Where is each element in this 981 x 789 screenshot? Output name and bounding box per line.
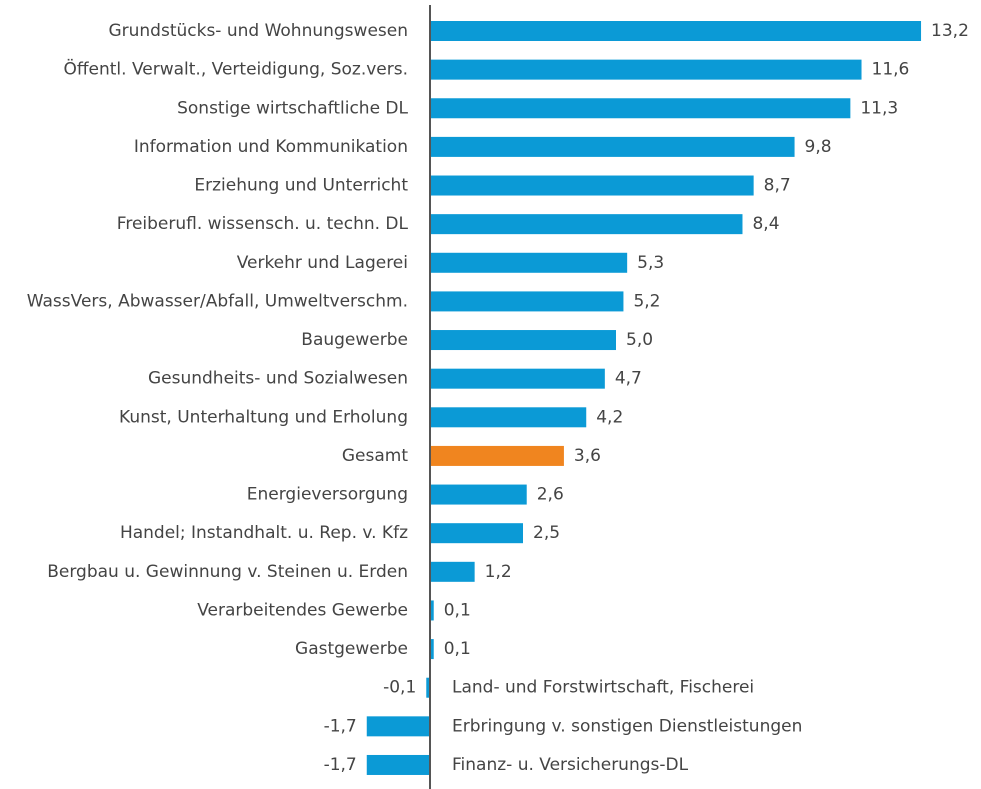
category-label: Baugewerbe <box>301 330 408 350</box>
value-label: 1,2 <box>485 562 512 582</box>
bar <box>430 484 527 505</box>
category-label: Information und Kommunikation <box>134 137 408 157</box>
bar <box>430 368 605 389</box>
bar <box>430 445 564 466</box>
category-label: Grundstücks- und Wohnungswesen <box>108 21 408 41</box>
bar <box>430 136 795 157</box>
bar <box>430 214 743 235</box>
value-label: 13,2 <box>931 21 969 41</box>
category-label: Gesamt <box>342 446 408 466</box>
value-label: 5,0 <box>626 330 653 350</box>
category-label: Verarbeitendes Gewerbe <box>197 600 408 620</box>
bar <box>430 59 862 80</box>
value-label: 5,3 <box>637 253 664 273</box>
value-label: -0,1 <box>383 678 416 698</box>
category-label: Verkehr und Lagerei <box>237 253 408 273</box>
category-label: Freiberufl. wissensch. u. techn. DL <box>117 214 409 234</box>
value-label: 11,3 <box>860 98 898 118</box>
category-label: Öffentl. Verwalt., Verteidigung, Soz.ver… <box>63 58 408 80</box>
value-label: 2,5 <box>533 523 560 543</box>
bar <box>430 98 851 119</box>
bar <box>430 330 616 351</box>
category-label: Handel; Instandhalt. u. Rep. v. Kfz <box>120 523 408 543</box>
value-label: 2,6 <box>537 485 564 505</box>
category-label: Sonstige wirtschaftliche DL <box>177 98 408 118</box>
value-label: -1,7 <box>324 716 357 736</box>
category-label: Energieversorgung <box>247 485 408 505</box>
value-label: 0,1 <box>444 639 471 659</box>
category-label: Land- und Forstwirtschaft, Fischerei <box>452 678 754 698</box>
bar <box>366 754 430 775</box>
category-label: Erbringung v. sonstigen Dienstleistungen <box>452 716 802 736</box>
category-label: Finanz- u. Versicherungs-DL <box>452 755 689 775</box>
value-label: 8,4 <box>752 214 779 234</box>
value-label: 4,7 <box>615 369 642 389</box>
category-label: Gesundheits- und Sozialwesen <box>148 369 408 389</box>
value-label: 8,7 <box>764 176 791 196</box>
bar <box>430 561 475 582</box>
bar <box>430 407 587 428</box>
value-label: 5,2 <box>633 291 660 311</box>
bar <box>426 677 430 698</box>
value-label: 4,2 <box>596 407 623 427</box>
category-label: Erziehung und Unterricht <box>194 176 408 196</box>
value-label: 9,8 <box>805 137 832 157</box>
category-label: WassVers, Abwasser/Abfall, Umweltverschm… <box>27 291 408 311</box>
value-label: -1,7 <box>324 755 357 775</box>
bar <box>430 639 434 660</box>
bar <box>430 21 922 41</box>
value-label: 11,6 <box>872 60 910 80</box>
bar <box>430 600 434 621</box>
bar <box>430 175 754 196</box>
bar <box>366 716 430 737</box>
bar <box>430 252 628 273</box>
bar <box>430 291 624 312</box>
category-label: Kunst, Unterhaltung und Erholung <box>119 407 408 427</box>
value-label: 0,1 <box>444 600 471 620</box>
category-label: Gastgewerbe <box>295 639 408 659</box>
value-label: 3,6 <box>574 446 601 466</box>
category-label: Bergbau u. Gewinnung v. Steinen u. Erden <box>47 562 408 582</box>
bar <box>430 523 523 544</box>
